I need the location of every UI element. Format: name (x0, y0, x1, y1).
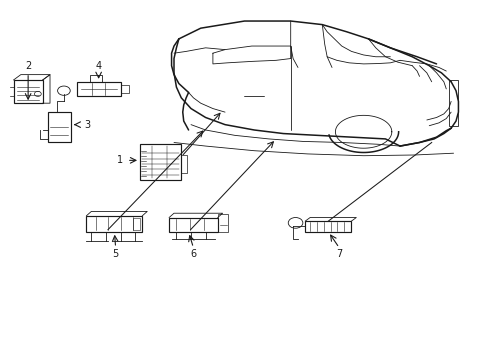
Bar (448, 80, 458, 126)
Bar (217, 214, 228, 232)
Bar (132, 217, 140, 230)
Bar (86, 216, 142, 232)
Text: 2: 2 (25, 62, 31, 71)
Bar (181, 155, 187, 173)
Text: 1: 1 (116, 156, 122, 165)
Text: 7: 7 (336, 249, 342, 259)
Text: 4: 4 (95, 62, 102, 71)
Bar (140, 144, 181, 180)
Bar (90, 75, 102, 82)
Bar (14, 80, 42, 103)
Text: 5: 5 (112, 249, 119, 259)
Bar (305, 221, 351, 232)
Text: 6: 6 (190, 249, 196, 259)
Bar (47, 112, 71, 143)
Bar (120, 85, 129, 93)
Text: 3: 3 (84, 120, 90, 130)
Bar (77, 82, 120, 96)
Bar (169, 217, 217, 232)
